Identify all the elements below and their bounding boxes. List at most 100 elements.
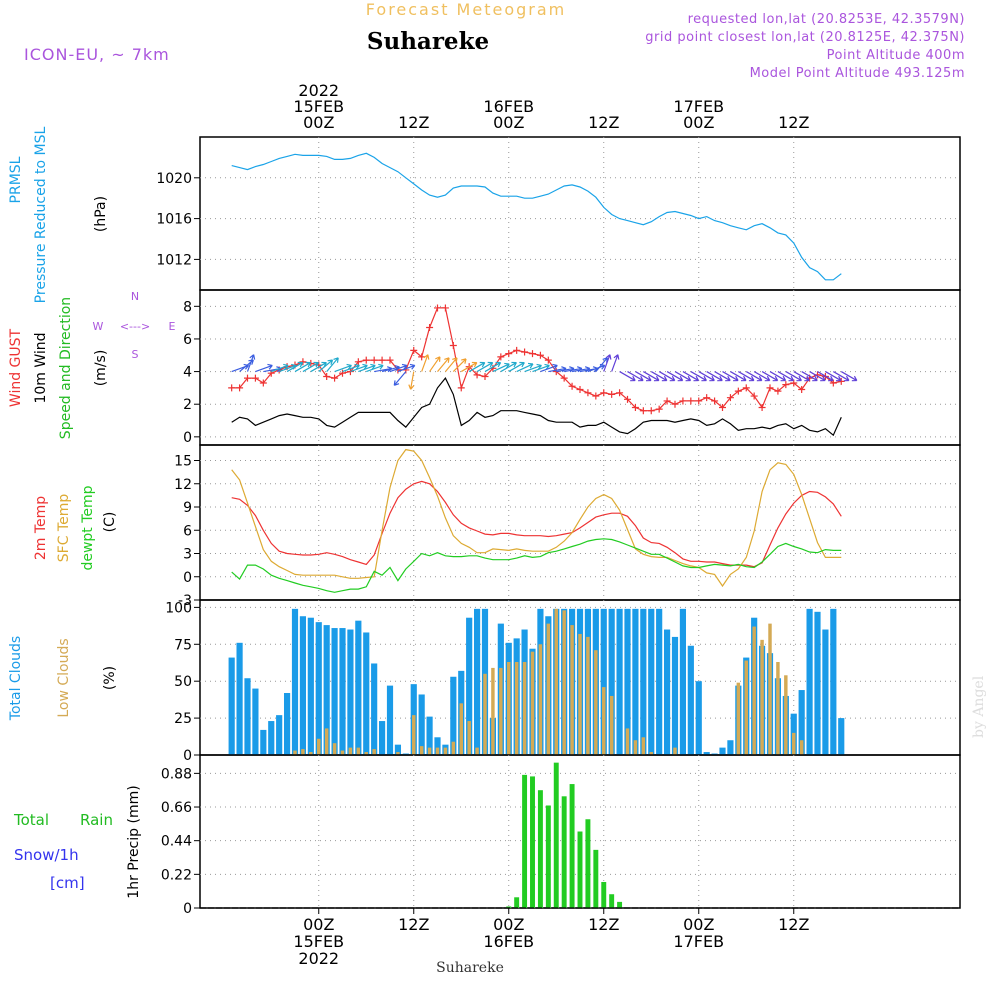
temperature-ytick-label: -3 <box>178 593 192 609</box>
wind-direction-arrow <box>833 371 850 382</box>
wind-direction-arrow <box>738 371 755 382</box>
total-cloud-bar <box>434 737 441 755</box>
gust-marker <box>362 356 370 364</box>
top-axis-label: 12Z <box>778 113 809 132</box>
requested-coords: requested lon,lat (20.8253E, 42.3579N) <box>688 12 965 27</box>
footer-location: Suhareke <box>436 960 504 976</box>
rain-bar <box>609 894 615 908</box>
wind-direction-arrow <box>587 363 606 373</box>
wind-direction-arrow <box>500 361 517 373</box>
top-axis-label: 2022 <box>298 81 339 100</box>
rain-bar <box>522 774 528 908</box>
top-axis-label: 00Z <box>493 113 524 132</box>
total-cloud-bar <box>727 740 734 755</box>
total-cloud-bar <box>347 629 354 755</box>
credit-watermark: by Angel <box>971 675 987 738</box>
wind-direction-arrow <box>753 371 771 382</box>
gust-marker <box>837 377 845 385</box>
location-title: Suhareke <box>367 28 489 55</box>
total-cloud-bar <box>323 625 330 755</box>
total-cloud-bar <box>679 608 687 755</box>
wind-panel: 0 2 4 6 8 <box>183 289 961 446</box>
low-cloud-bar <box>673 747 677 755</box>
total-cloud-bar <box>719 747 726 755</box>
total-cloud-bar <box>830 608 837 755</box>
total-cloud-bar <box>624 608 631 755</box>
wind-direction-arrow <box>761 371 779 382</box>
total-cloud-bar <box>339 628 346 755</box>
wind-direction-arrow <box>817 371 834 382</box>
gust-marker <box>339 369 346 377</box>
supertitle: Forecast Meteogram <box>366 0 566 19</box>
wind-direction-arrow <box>674 371 692 382</box>
gust-marker <box>726 394 734 402</box>
low-cloud-bar <box>649 752 653 755</box>
gust-marker <box>505 350 513 358</box>
gust-marker <box>774 387 782 395</box>
low-cloud-bar <box>317 738 321 755</box>
clouds-panel: 0 25 50 75 100 <box>165 599 961 764</box>
low-cloud-bar <box>633 740 638 755</box>
clouds-ytick-label: 0 <box>183 748 192 764</box>
compass-south: S <box>132 348 139 361</box>
total-cloud-bar <box>600 608 607 755</box>
low-cloud-bar <box>419 746 424 755</box>
rain-bar <box>545 805 551 908</box>
low-cloud-bar <box>499 667 503 755</box>
gust-marker <box>251 374 259 382</box>
low-cloud-bar <box>332 743 337 755</box>
bottom-axis-label: 12Z <box>588 915 619 934</box>
wind-ytick-label: 6 <box>183 332 192 348</box>
total-label: Total <box>13 811 49 829</box>
total-cloud-bar <box>663 629 671 755</box>
bottom-axis-label: 00Z <box>493 915 524 934</box>
total-cloud-bar <box>291 608 299 755</box>
rain-bar <box>561 796 567 908</box>
total-cloud-bar <box>648 608 655 755</box>
temperature-ytick-label: 6 <box>183 523 192 539</box>
top-axis-label: 00Z <box>683 113 714 132</box>
wind-direction-arrow <box>698 371 715 382</box>
gust-marker <box>244 374 251 382</box>
compass-east: E <box>169 320 176 333</box>
wind-direction-arrow <box>286 361 304 373</box>
temp-unit: (C) <box>102 512 118 533</box>
top-axis-label: 16FEB <box>483 97 534 116</box>
low-cloud-bar <box>768 623 772 755</box>
dewpoint-line <box>231 538 842 593</box>
gust-marker <box>576 386 584 394</box>
gust-marker <box>750 392 758 400</box>
gust-marker <box>441 304 449 312</box>
rain-bar <box>506 906 512 908</box>
wind-direction-arrow <box>468 361 486 373</box>
gust-marker <box>410 346 418 354</box>
low-cloud-bar <box>451 741 456 755</box>
pressure-ytick-label: 1020 <box>156 171 192 187</box>
compass-arrow: <---> <box>120 320 150 333</box>
low-cloud-bar <box>427 747 432 755</box>
gust-marker <box>687 397 695 405</box>
temp-sfc-label: SFC Temp <box>56 494 72 563</box>
bottom-axis-label: 16FEB <box>483 932 534 951</box>
compass-west: W <box>93 320 104 333</box>
rain-bar <box>537 790 543 908</box>
temperature-ytick-label: 3 <box>183 547 192 563</box>
wind-ytick-label: 8 <box>183 299 192 315</box>
top-axis-label: 12Z <box>588 113 619 132</box>
wind-direction-arrow <box>408 371 415 390</box>
wind-direction-arrow <box>785 371 802 382</box>
gust-marker <box>624 395 631 403</box>
low-cloud-bar <box>641 737 646 755</box>
rain-bar <box>585 819 591 908</box>
total-cloud-bar <box>283 693 291 755</box>
gust-marker <box>457 384 465 392</box>
low-cloud-bar <box>562 610 566 755</box>
gust-marker <box>354 358 362 366</box>
total-cloud-bar <box>814 611 821 755</box>
low-cloud-bar <box>340 750 345 755</box>
gust-marker <box>481 372 489 380</box>
gust-marker <box>719 403 726 411</box>
low-cloud-bar <box>324 728 329 755</box>
wind-direction-arrow <box>460 361 478 373</box>
total-cloud-bar <box>394 744 402 755</box>
